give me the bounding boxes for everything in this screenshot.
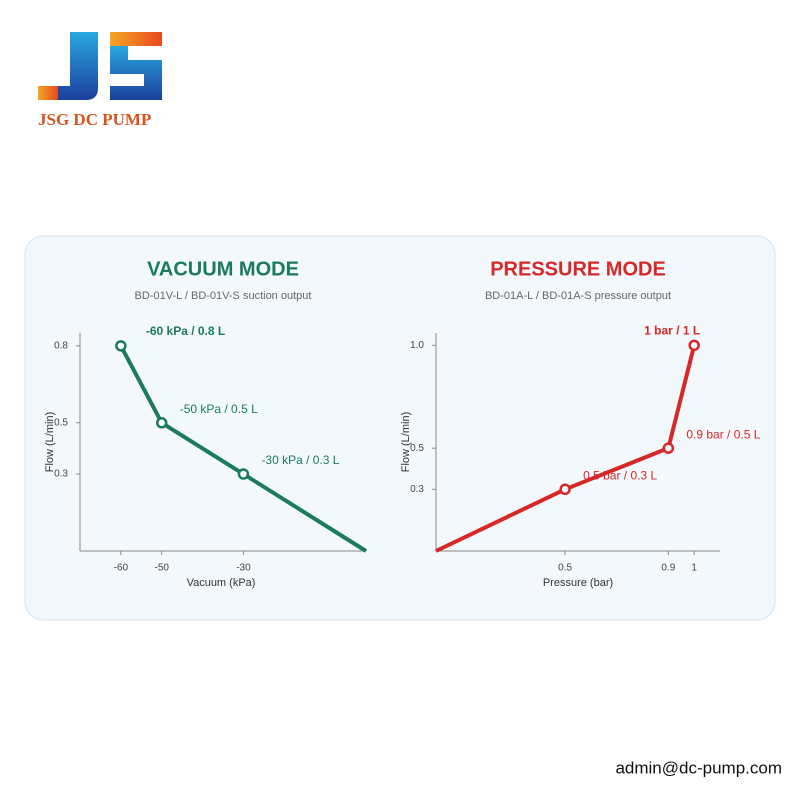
chart-title: VACUUM MODE	[147, 258, 299, 280]
y-tick-label: 0.5	[410, 443, 424, 454]
y-tick-label: 0.3	[54, 469, 68, 480]
logo: JSG DC PUMP	[38, 32, 162, 129]
chart-subtitle: BD-01V-L / BD-01V-S suction output	[135, 290, 312, 302]
y-tick-label: 1.0	[410, 340, 424, 351]
x-tick-label: -60	[114, 563, 129, 574]
x-tick-label: 1	[691, 563, 697, 574]
y-tick-label: 0.5	[54, 417, 68, 428]
y-tick-label: 0.3	[410, 484, 424, 495]
data-point	[688, 339, 700, 352]
data-point	[662, 442, 675, 454]
x-tick-label: -30	[236, 563, 251, 574]
data-label: -60 kPa / 0.8 L	[146, 324, 225, 338]
data-label: 1 bar / 1 L	[644, 324, 700, 338]
data-point	[559, 483, 571, 496]
data-label: -30 kPa / 0.3 L	[261, 453, 339, 467]
data-line	[435, 344, 697, 553]
y-axis-label: Flow (L/min)	[44, 412, 56, 473]
footer-email: admin@dc-pump.com	[615, 758, 782, 777]
data-point	[155, 417, 168, 429]
logo-text: JSG DC PUMP	[38, 110, 151, 129]
data-label: 0.5 bar / 0.3 L	[583, 468, 657, 482]
x-axis-label: Vacuum (kPa)	[187, 577, 256, 589]
chart-title: PRESSURE MODE	[490, 258, 666, 280]
charts: VACUUM MODE BD-01V-L / BD-01V-S suction o…	[44, 258, 761, 589]
x-tick-label: 0.9	[661, 563, 675, 574]
data-line	[119, 344, 368, 553]
x-axis-label: Pressure (bar)	[543, 577, 613, 589]
y-tick-label: 0.8	[54, 340, 68, 351]
data-point	[115, 340, 127, 352]
data-label: 0.9 bar / 0.5 L	[686, 427, 760, 441]
data-point	[237, 468, 250, 480]
data-label: -50 kPa / 0.5 L	[180, 402, 258, 416]
chart-card	[24, 235, 776, 621]
chart-subtitle: BD-01A-L / BD-01A-S pressure output	[485, 290, 671, 302]
y-axis-label: Flow (L/min)	[400, 412, 412, 473]
x-tick-label: 0.5	[558, 563, 572, 574]
x-tick-label: -50	[154, 563, 169, 574]
